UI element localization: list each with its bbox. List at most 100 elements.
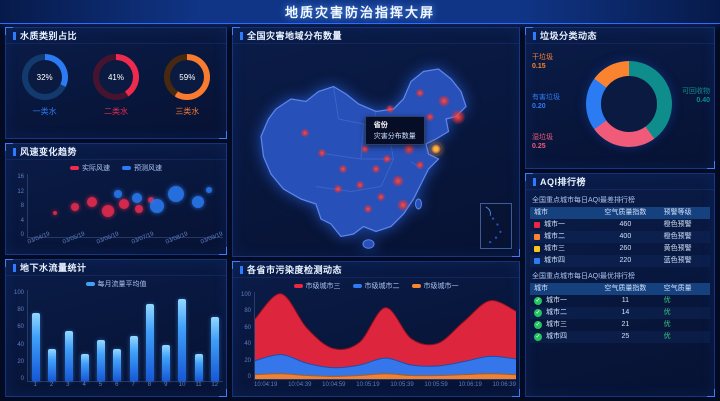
- aqi-worst-subtitle: 全国重点城市每日AQI最差排行榜: [532, 197, 636, 204]
- legend-item[interactable]: 每月流量平均值: [85, 279, 147, 289]
- wind-bubble: [70, 203, 79, 212]
- groundwater-legend: 每月流量平均值: [9, 277, 223, 290]
- aqi-value: 25: [621, 333, 630, 340]
- city-cell: 城市四: [530, 255, 591, 267]
- table-row: ✓ 城市三 21 优: [530, 319, 710, 331]
- bar-slot: [61, 290, 77, 381]
- city-name: 城市三: [546, 321, 567, 328]
- bar: [97, 340, 106, 381]
- water-ring: 59% 三类水: [164, 54, 211, 117]
- y-tick: 100: [240, 292, 251, 298]
- panel-title-pollution: 各省市污染度检测动态: [233, 262, 519, 278]
- bar: [113, 349, 122, 381]
- legend-item[interactable]: 实际风速: [70, 163, 110, 173]
- disaster-points-layer: [240, 49, 512, 249]
- column-header: 城市: [534, 209, 548, 216]
- warning-level-icon: [534, 258, 540, 264]
- bar-label: 7: [131, 382, 135, 388]
- legend-item[interactable]: 预测风速: [122, 163, 162, 173]
- bar-label: 4: [82, 382, 86, 388]
- wind-bubble: [191, 195, 204, 208]
- bars-row: [28, 290, 223, 381]
- city-name: 城市二: [544, 233, 565, 240]
- water-ring-label: 二类水: [103, 107, 128, 116]
- bar-slot: [77, 290, 93, 381]
- china-map[interactable]: 省份 灾害分布数量: [236, 45, 516, 253]
- legend-item[interactable]: 市级城市一: [411, 281, 459, 291]
- column-header: 城市: [534, 285, 548, 292]
- wind-bubble: [101, 205, 114, 218]
- bar-slot: [158, 290, 174, 381]
- tooltip-province-label: 省份: [373, 121, 388, 129]
- area-series-0: [255, 293, 516, 379]
- table-header-row: 城市 空气质量指数 预警等级: [530, 207, 710, 219]
- city-cell: 城市一: [530, 219, 591, 231]
- area-series-1: [255, 354, 516, 379]
- y-tick: 60: [17, 324, 24, 331]
- quality-level: 蓝色预警: [663, 257, 692, 264]
- bar-label: 11: [195, 382, 202, 388]
- check-icon: ✓: [534, 297, 542, 305]
- wind-plot: [27, 174, 223, 238]
- panel-aqi-ranking: AQI排行榜 全国重点城市每日AQI最差排行榜 城市 空气质量指数 预警等级 城市一 4…: [525, 173, 715, 397]
- table-row: ✓ 城市一 11 优: [530, 295, 710, 307]
- bar-label: 1: [33, 382, 37, 388]
- legend-label: 市级城市二: [364, 282, 400, 290]
- city-name: 城市一: [546, 297, 567, 304]
- bar-slot: [142, 290, 158, 381]
- water-ring: 32% 一类水: [21, 54, 68, 117]
- wind-bubble: [87, 196, 98, 207]
- panel-pollution: 各省市污染度检测动态 市级城市三 市级城市二 市级城市一 100 80 60 40 20 0 …: [232, 261, 520, 397]
- area-line-1: [255, 354, 516, 369]
- bar-label: 10: [178, 382, 186, 388]
- disaster-point: [360, 144, 370, 154]
- x-tick: 10:05:59: [424, 382, 448, 388]
- legend-marker: [411, 283, 421, 288]
- area-line-2: [255, 373, 516, 377]
- left-column: 水质类别占比 32% 一类水 41% 二类水 59% 三类水 风速变化趋势 实际风速 预测风…: [5, 27, 227, 397]
- bar: [48, 349, 57, 381]
- water-ring-gauge: 59%: [164, 54, 211, 100]
- y-tick: 20: [17, 358, 24, 365]
- water-ring: 41% 二类水: [92, 54, 139, 117]
- dashboard-grid: 水质类别占比 32% 一类水 41% 二类水 59% 三类水 风速变化趋势 实际风速 预测风…: [5, 27, 715, 397]
- disaster-point: [376, 192, 386, 202]
- legend-label: 实际风速: [82, 164, 110, 172]
- garbage-label-recyclable: 可回收物 0.40: [682, 88, 710, 105]
- bar: [80, 353, 89, 381]
- table-row: ✓ 城市二 14 优: [530, 307, 710, 319]
- y-tick: 60: [244, 324, 251, 331]
- wind-y-axis: 16 12 8 4 0: [9, 174, 27, 238]
- table-row: ✓ 城市四 25 优: [530, 331, 710, 343]
- legend-item[interactable]: 市级城市二: [352, 281, 400, 291]
- legend-marker: [122, 165, 131, 170]
- legend-marker: [293, 283, 303, 288]
- legend-marker: [352, 283, 362, 288]
- garbage-donut: [586, 61, 672, 147]
- legend-label: 市级城市一: [423, 282, 459, 290]
- bar-slot: [126, 290, 142, 381]
- panel-title-wind: 风速变化趋势: [6, 144, 226, 160]
- x-tick: 10:06:39: [492, 382, 516, 388]
- bar: [145, 303, 154, 381]
- water-ring-label: 一类水: [32, 107, 57, 116]
- column-header: 空气质量指数: [604, 285, 647, 292]
- panel-title-groundwater: 地下水流量统计: [6, 260, 226, 276]
- quality-level: 橙色预警: [663, 233, 692, 240]
- table-row: 城市二 400 橙色预警: [530, 231, 710, 243]
- quality-level: 优: [663, 309, 671, 316]
- legend-item[interactable]: 市级城市三: [293, 281, 341, 291]
- map-tooltip: 省份 灾害分布数量: [364, 115, 425, 145]
- south-china-sea-inset: [480, 203, 512, 249]
- garbage-label-dry: 干垃圾 0.15: [532, 54, 553, 71]
- wind-bubble: [149, 198, 164, 213]
- aqi-value: 220: [619, 257, 632, 264]
- disaster-point: [385, 104, 395, 114]
- x-tick: 10:05:19: [356, 382, 380, 388]
- wind-bubble: [118, 198, 129, 209]
- bar: [194, 353, 203, 381]
- garbage-donut-chart: 干垃圾 0.15 有害垃圾 0.20 湿垃圾 0.25 可回收物 0.40: [530, 45, 710, 164]
- bar-label: 3: [66, 382, 70, 388]
- y-tick: 80: [17, 307, 24, 314]
- warning-level-icon: [534, 234, 540, 240]
